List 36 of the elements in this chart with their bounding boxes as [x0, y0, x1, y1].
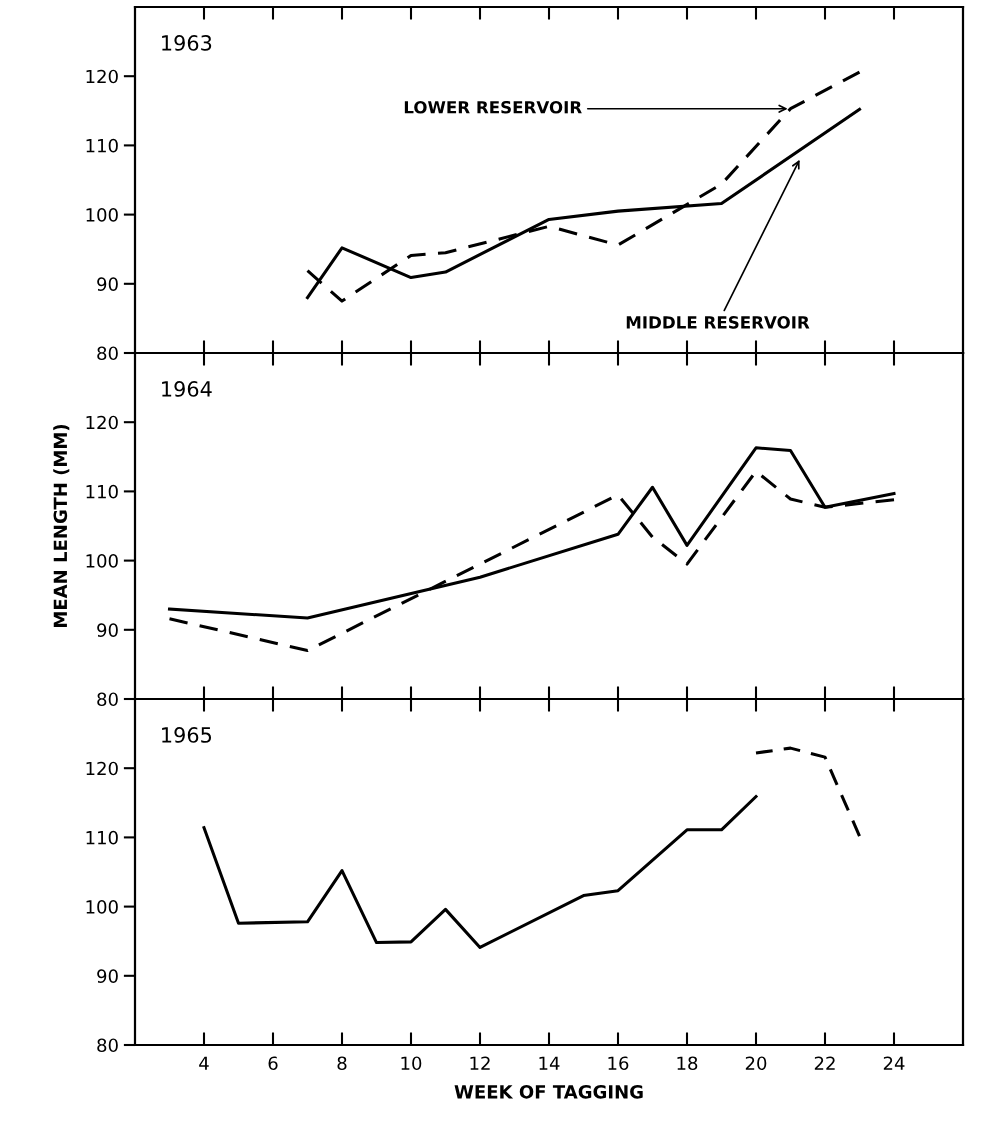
y-tick-label: 110	[86, 484, 118, 499]
x-tick-label: 8	[337, 1056, 347, 1071]
x-tick-label: 20	[745, 1056, 767, 1071]
text: 1963	[162, 35, 212, 51]
y-tick-label: 90	[97, 969, 118, 983]
x-tick-label: 18	[677, 1056, 698, 1071]
line-series	[305, 70, 862, 303]
annotation: MIDDLE RESERVOIR	[626, 316, 810, 329]
y-tick-label: 80	[97, 692, 118, 707]
y-tick-label: 100	[86, 900, 118, 914]
x-tick-label: 6	[268, 1056, 278, 1071]
y-tick-label: 100	[86, 208, 118, 222]
line-series	[754, 746, 862, 838]
y-tick-label: 120	[86, 415, 118, 430]
x-tick-label: 22	[814, 1056, 835, 1070]
x-tick-label: 10	[401, 1056, 422, 1071]
y-tick-label: 100	[86, 554, 118, 568]
text: 1965	[162, 727, 212, 743]
y-tick-label: 110	[86, 830, 118, 845]
x-axis-title: WEEK OF TAGGING	[454, 1085, 643, 1099]
y-tick-label: 120	[86, 69, 118, 84]
text: 1964	[162, 381, 212, 397]
x-tick-label: 14	[539, 1056, 560, 1070]
y-tick-label: 90	[97, 277, 118, 291]
annotation: LOWER RESERVOIR	[404, 100, 582, 114]
y-tick-label: 80	[97, 346, 118, 361]
x-tick-label: 16	[608, 1056, 629, 1071]
x-tick-label: 12	[470, 1056, 490, 1070]
x-tick-label: 4	[199, 1056, 209, 1070]
y-tick-label: 90	[97, 623, 118, 637]
y-tick-label: 110	[86, 138, 118, 153]
y-tick-label: 80	[97, 1038, 118, 1053]
y-axis-title: MEAN LENGTH (MM)	[53, 424, 70, 627]
x-tick-label: 24	[883, 1056, 905, 1070]
y-tick-label: 120	[86, 761, 118, 776]
line-series	[202, 795, 758, 949]
